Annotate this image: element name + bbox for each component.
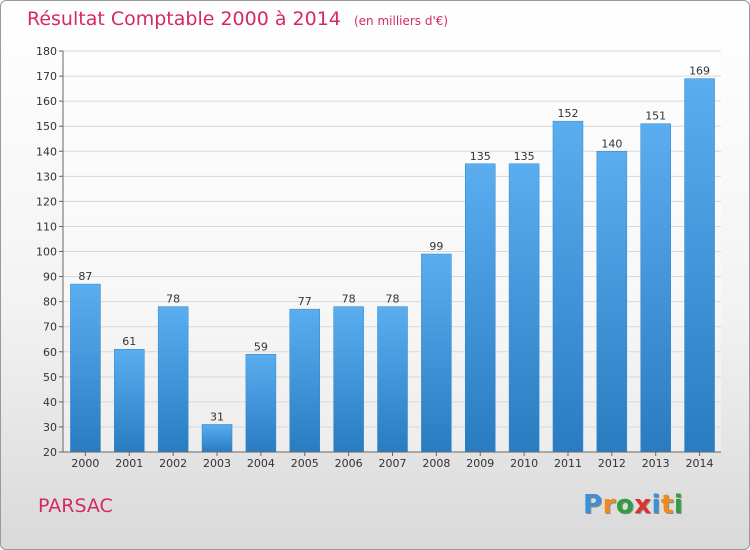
y-tick-label: 60: [43, 346, 57, 359]
y-tick-label: 160: [36, 95, 57, 108]
bar: [421, 253, 452, 453]
logo-letter: i: [673, 490, 684, 520]
x-tick-label: 2011: [554, 457, 582, 470]
chart-title: Résultat Comptable 2000 à 2014: [27, 8, 341, 30]
title-block: Résultat Comptable 2000 à 2014 (en milli…: [27, 8, 448, 30]
x-tick-label: 2006: [335, 457, 363, 470]
y-axis: 20 30 40 50 60 70 80 90 100 110 120 130 140 150 160 170…: [36, 45, 64, 459]
bar-value-label: 31: [210, 410, 224, 423]
bar-value-label: 169: [689, 65, 710, 78]
commune-name: PARSAC: [38, 495, 113, 517]
bar-value-label: 99: [429, 240, 443, 253]
x-tick-label: 2014: [686, 457, 714, 470]
x-tick-label: 2009: [466, 457, 494, 470]
bar-value-label: 61: [122, 335, 136, 348]
logo-letter: P: [583, 490, 603, 520]
bar: [333, 306, 364, 453]
y-tick-label: 90: [43, 271, 57, 284]
y-tick-label: 80: [43, 296, 57, 309]
bar: [377, 306, 408, 453]
bar: [464, 163, 496, 453]
logo-letter: r: [602, 490, 616, 520]
bar: [201, 424, 233, 453]
bar-value-label: 78: [166, 293, 180, 306]
bar-value-label: 78: [386, 293, 400, 306]
y-tick-label: 180: [36, 45, 57, 58]
bar-value-label: 59: [254, 340, 268, 353]
x-tick-label: 2004: [247, 457, 275, 470]
y-tick-label: 30: [43, 421, 57, 434]
bar: [596, 151, 628, 453]
x-tick-label: 2005: [291, 457, 319, 470]
logo-letter: t: [660, 490, 674, 520]
bar-value-label: 151: [645, 110, 666, 123]
bar-value-label: 78: [342, 293, 356, 306]
y-tick-label: 50: [43, 371, 57, 384]
bars: 87 61 78 31 59 77 78 78 99 135 135 152 140 151 169: [70, 65, 715, 453]
y-tick-label: 130: [36, 170, 57, 183]
bar: [684, 78, 715, 453]
bar-value-label: 87: [78, 270, 92, 283]
x-tick-label: 2010: [510, 457, 538, 470]
x-tick-label: 2008: [422, 457, 450, 470]
y-tick-label: 110: [36, 220, 57, 233]
y-tick-label: 140: [36, 145, 57, 158]
x-axis: 2000 2001 2002 2003 2004 2005 2006 2007 2008 2009…: [63, 451, 721, 470]
y-tick-label: 70: [43, 321, 57, 334]
logo-letter: i: [651, 490, 661, 520]
x-tick-label: 2013: [642, 457, 670, 470]
bar: [552, 120, 584, 453]
bar: [289, 308, 321, 453]
bar-value-label: 152: [557, 107, 578, 120]
proxiti-logo: Proxiti: [583, 490, 683, 520]
y-tick-label: 150: [36, 120, 57, 133]
chart-subtitle: (en milliers d'€): [353, 14, 449, 28]
bar: [70, 283, 101, 453]
logo-letter: o: [615, 490, 635, 520]
bar-value-label: 140: [601, 137, 622, 150]
x-tick-label: 2007: [379, 457, 407, 470]
x-tick-label: 2001: [115, 457, 143, 470]
y-tick-label: 170: [36, 70, 57, 83]
bar: [640, 123, 671, 453]
bar: [114, 348, 145, 453]
bar: [157, 306, 189, 453]
x-tick-label: 2000: [71, 457, 99, 470]
y-tick-label: 20: [43, 446, 57, 459]
x-tick-label: 2003: [203, 457, 231, 470]
logo-letter: x: [634, 490, 652, 520]
y-tick-label: 40: [43, 396, 57, 409]
bar: [245, 354, 277, 453]
bar-value-label: 135: [470, 150, 491, 163]
bar: [508, 163, 540, 453]
bar-value-label: 77: [298, 295, 312, 308]
y-tick-label: 120: [36, 195, 57, 208]
bar-value-label: 135: [514, 150, 535, 163]
y-tick-label: 100: [36, 246, 57, 259]
x-tick-label: 2002: [159, 457, 187, 470]
x-tick-label: 2012: [598, 457, 626, 470]
